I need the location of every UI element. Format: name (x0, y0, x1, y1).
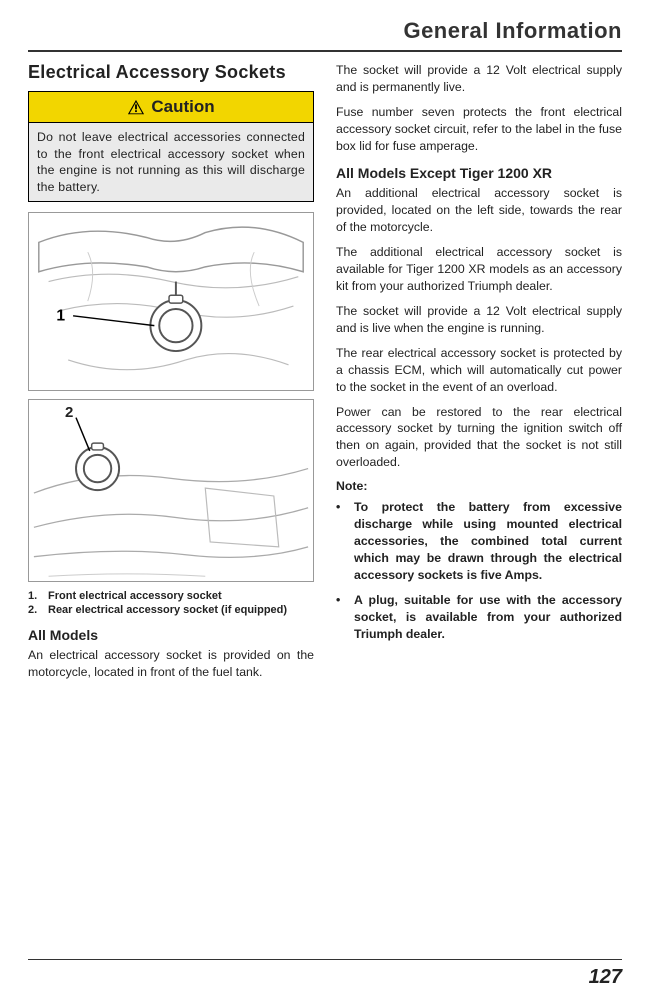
note-text: To protect the battery from excessive di… (354, 499, 622, 584)
note-item: • To protect the battery from excessive … (336, 499, 622, 584)
right-column: The socket will provide a 12 Volt electr… (336, 62, 622, 689)
warning-triangle-icon (127, 99, 145, 115)
page: General Information Electrical Accessory… (0, 0, 650, 1001)
legend-text-2: Rear electrical accessory socket (if equ… (48, 604, 314, 618)
figure-rear-socket: 2 (28, 399, 314, 582)
figure-front-socket: 1 (28, 212, 314, 390)
paragraph: An electrical accessory socket is provid… (28, 647, 314, 681)
legend-num-2: 2. (28, 604, 42, 618)
figure-label-2: 2 (65, 404, 73, 421)
paragraph: The socket will provide a 12 Volt electr… (336, 303, 622, 337)
subheading-except-1200xr: All Models Except Tiger 1200 XR (336, 165, 622, 181)
two-column-layout: Electrical Accessory Sockets Caution Do … (28, 62, 622, 689)
paragraph: The additional electrical accessory sock… (336, 244, 622, 295)
subheading-all-models: All Models (28, 627, 314, 643)
page-number: 127 (28, 966, 622, 989)
note-heading: Note: (336, 479, 622, 493)
legend-text-1: Front electrical accessory socket (48, 590, 314, 604)
note-text: A plug, suitable for use with the access… (354, 592, 622, 643)
left-column: Electrical Accessory Sockets Caution Do … (28, 62, 314, 689)
section-title: Electrical Accessory Sockets (28, 62, 314, 83)
page-title: General Information (28, 18, 622, 44)
legend-row: 2. Rear electrical accessory socket (if … (28, 604, 314, 618)
note-list: • To protect the battery from excessive … (336, 499, 622, 643)
top-rule (28, 50, 622, 52)
paragraph: The rear electrical accessory socket is … (336, 345, 622, 396)
figure-label-1: 1 (56, 308, 65, 325)
bullet-icon: • (336, 592, 346, 643)
legend-row: 1. Front electrical accessory socket (28, 590, 314, 604)
legend-num-1: 1. (28, 590, 42, 604)
paragraph: Fuse number seven protects the front ele… (336, 104, 622, 155)
note-item: • A plug, suitable for use with the acce… (336, 592, 622, 643)
bullet-icon: • (336, 499, 346, 584)
caution-label: Caution (151, 97, 214, 117)
caution-body: Do not leave electrical accessories conn… (29, 123, 313, 201)
paragraph: The socket will provide a 12 Volt electr… (336, 62, 622, 96)
figure-legend: 1. Front electrical accessory socket 2. … (28, 590, 314, 618)
footer-rule (28, 959, 622, 960)
caution-header: Caution (29, 92, 313, 123)
page-footer: 127 (28, 955, 622, 989)
paragraph: Power can be restored to the rear electr… (336, 404, 622, 472)
caution-box: Caution Do not leave electrical accessor… (28, 91, 314, 202)
paragraph: An additional electrical accessory socke… (336, 185, 622, 236)
